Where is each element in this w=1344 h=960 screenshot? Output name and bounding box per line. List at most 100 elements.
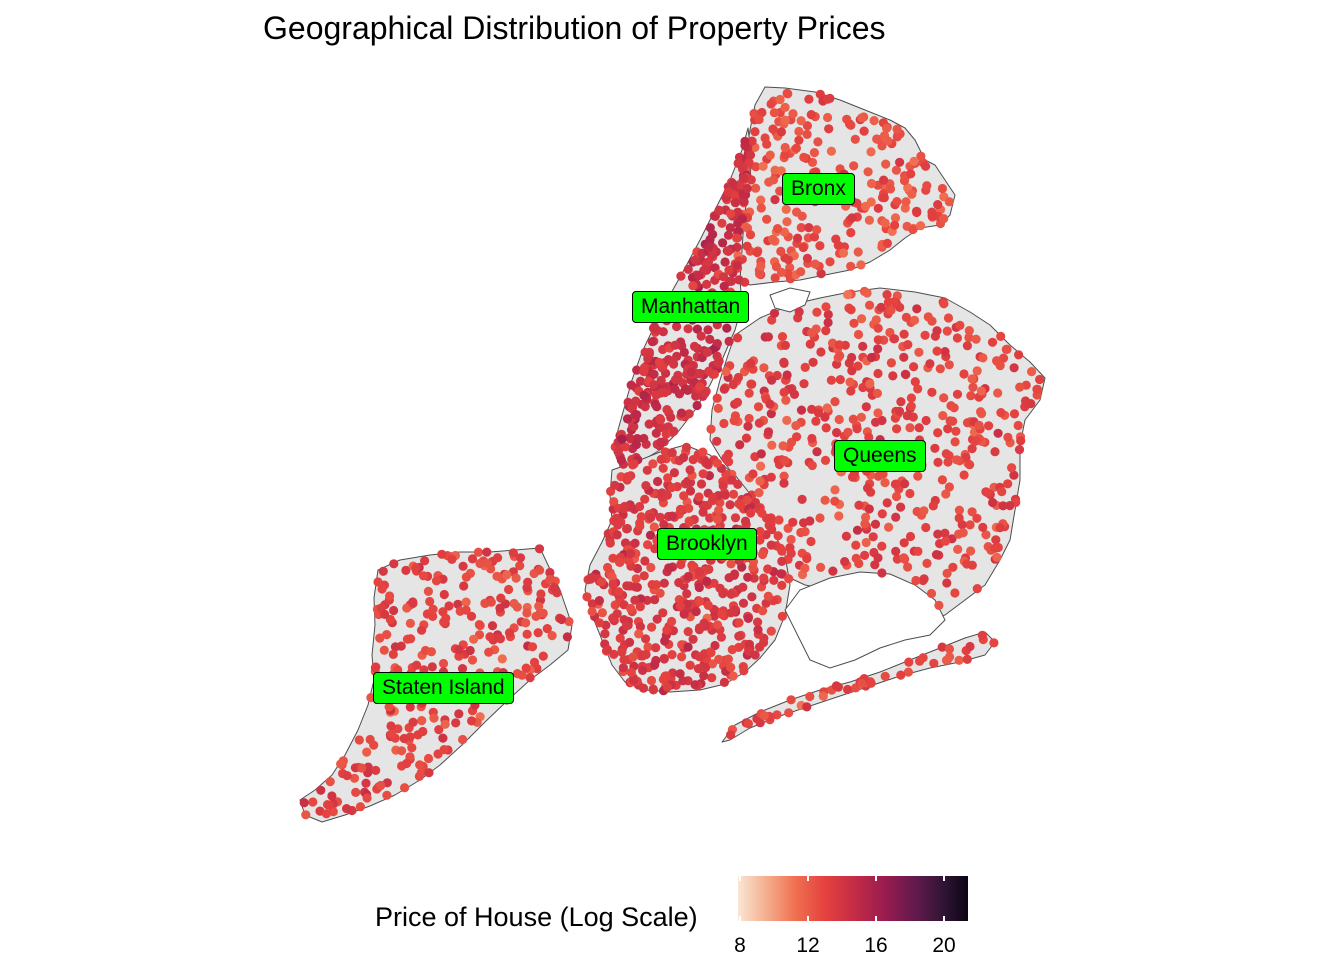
price-point <box>538 608 548 618</box>
price-point <box>362 793 372 803</box>
price-point <box>777 556 787 567</box>
price-point <box>773 224 783 234</box>
price-point <box>909 315 920 325</box>
price-point <box>943 313 954 323</box>
price-point <box>631 440 642 450</box>
legend-tick-label: 8 <box>734 934 746 957</box>
price-point <box>971 334 981 344</box>
price-point <box>679 609 689 619</box>
price-point <box>492 571 502 581</box>
price-point <box>800 362 810 372</box>
price-point <box>405 702 415 712</box>
price-point <box>654 357 664 368</box>
price-point <box>812 307 822 317</box>
price-point <box>465 645 475 656</box>
price-point <box>662 625 672 635</box>
legend-tick-mark <box>739 916 741 921</box>
price-point <box>818 691 828 701</box>
price-point <box>753 625 763 635</box>
price-point <box>767 440 777 450</box>
price-point <box>835 351 845 361</box>
price-point <box>702 347 713 357</box>
price-point <box>597 608 608 618</box>
price-point <box>411 563 421 573</box>
price-point <box>412 660 422 670</box>
price-point <box>515 561 525 571</box>
price-point <box>621 621 632 631</box>
price-point <box>423 586 433 597</box>
price-point <box>882 498 892 508</box>
label-staten-island: Staten Island <box>373 672 514 704</box>
price-point <box>1007 463 1017 473</box>
price-point <box>709 611 719 621</box>
price-point <box>690 255 700 265</box>
price-point <box>993 428 1003 438</box>
price-point <box>915 656 925 666</box>
price-point <box>755 718 765 728</box>
price-point <box>830 397 840 407</box>
price-point <box>667 616 677 627</box>
price-point <box>641 634 651 644</box>
price-point <box>860 519 870 529</box>
price-point <box>991 535 1001 545</box>
price-point <box>638 683 649 693</box>
price-point <box>823 94 833 104</box>
price-point <box>1016 436 1026 446</box>
price-point <box>632 410 642 420</box>
price-point <box>761 598 771 608</box>
price-point <box>857 113 867 123</box>
price-point <box>688 634 698 644</box>
price-point <box>342 771 352 781</box>
price-point <box>940 528 950 538</box>
price-point <box>859 126 869 136</box>
price-point <box>746 508 756 518</box>
price-point <box>998 501 1008 511</box>
price-point <box>721 453 731 463</box>
price-point <box>408 597 418 607</box>
price-point <box>807 460 817 471</box>
price-point <box>390 642 400 652</box>
price-point <box>609 649 619 660</box>
price-point <box>718 272 729 282</box>
price-point <box>641 649 651 660</box>
price-point <box>626 603 636 614</box>
price-point <box>725 223 735 233</box>
price-point <box>734 275 744 285</box>
price-point <box>342 804 352 814</box>
price-point <box>880 671 890 681</box>
price-point <box>939 393 949 403</box>
price-point <box>635 501 645 512</box>
price-point <box>688 455 698 465</box>
price-point <box>758 606 768 616</box>
price-point <box>683 264 693 274</box>
price-point <box>919 506 929 516</box>
price-point <box>884 522 894 532</box>
price-point <box>800 527 810 537</box>
price-point <box>799 518 809 528</box>
price-point <box>676 560 686 570</box>
price-point <box>942 578 952 588</box>
price-point <box>739 197 749 207</box>
price-point <box>741 433 752 443</box>
price-point <box>892 124 902 134</box>
price-point <box>723 187 733 197</box>
price-point <box>632 365 642 375</box>
price-point <box>852 424 862 434</box>
price-point <box>653 476 663 487</box>
price-point <box>685 465 695 475</box>
price-point <box>369 740 379 750</box>
price-point <box>373 577 383 587</box>
price-point <box>909 156 919 166</box>
price-point <box>681 442 692 452</box>
price-point <box>838 248 849 258</box>
price-point <box>534 544 545 554</box>
price-point <box>950 588 960 598</box>
price-point <box>712 351 722 361</box>
price-point <box>890 479 901 489</box>
price-point <box>719 384 729 394</box>
price-point <box>733 372 744 383</box>
price-point <box>913 471 923 481</box>
price-point <box>493 553 503 563</box>
price-point <box>726 276 736 286</box>
price-point <box>379 645 389 655</box>
